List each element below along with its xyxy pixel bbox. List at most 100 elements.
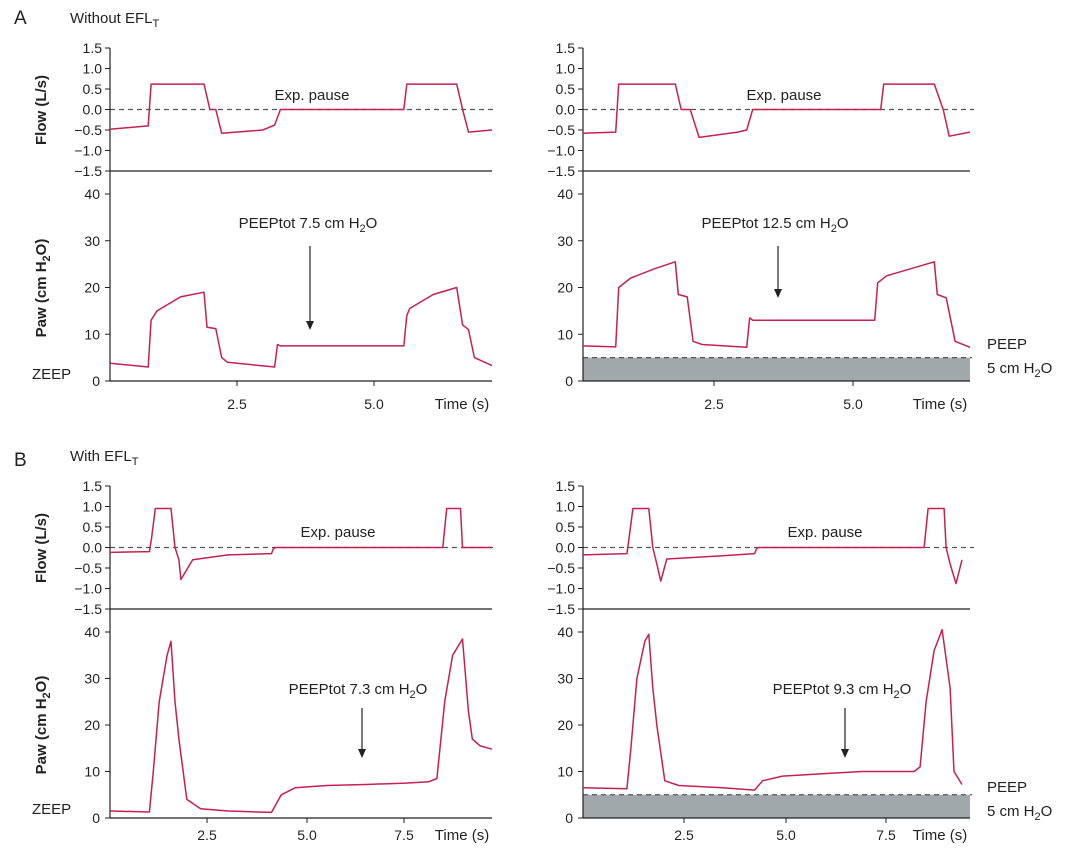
a-right-flow-tick-label: 1.0 [556, 61, 576, 77]
a-left-time-label: Time (s) [435, 396, 489, 413]
a-right-paw-tick-label: 0 [565, 373, 573, 389]
a-right-paw-tick-label: 20 [557, 280, 573, 296]
zeep-label-b: ZEEP [32, 801, 71, 818]
b-right-flow-tick-label: 1.5 [556, 478, 576, 494]
b-left-paw-series [109, 638, 493, 814]
a-right-peeptot-label: PEEPtot 12.5 cm H2O [701, 215, 848, 235]
a-left-paw-tick-label: 30 [84, 233, 100, 249]
a-right-time-label: Time (s) [913, 396, 967, 413]
chart-b-left: 1.5 1.0 0.5 0.0 −0.5 −1.0 −1.5 40 30 20 10 0 2.5 5.0 7… [74, 478, 496, 844]
b-left-x-tick-label: 5.0 [297, 827, 317, 843]
b-left-paw-tick-label: 30 [84, 671, 100, 687]
b-right-paw-series [582, 628, 963, 791]
b-right-exp-pause-label: Exp. pause [787, 524, 862, 541]
b-right-flow-tick-label: −1.0 [547, 581, 575, 597]
a-left-flow-tick-label: 0.0 [83, 102, 103, 118]
a-left-x-tick-label: 2.5 [227, 396, 247, 412]
b-left-exp-pause-label: Exp. pause [300, 524, 375, 541]
b-right-flow-series [582, 507, 963, 585]
a-left-paw-tick-label: 20 [84, 280, 100, 296]
a-right-paw-series [582, 261, 971, 349]
b-right-paw-tick-label: 10 [557, 764, 573, 780]
b-right-x-tick-label: 2.5 [674, 827, 694, 843]
b-left-peeptot-arrow-head [358, 749, 366, 758]
b-right-flow-tick-label: 1.0 [556, 499, 576, 515]
a-right-paw-tick-label: 10 [557, 326, 573, 342]
a-left-paw-tick-label: 10 [84, 326, 100, 342]
b-right-paw-tick-label: 30 [557, 671, 573, 687]
a-right-x-tick-label: 2.5 [704, 396, 724, 412]
b-left-flow-series [109, 507, 492, 581]
a-left-flow-series [109, 83, 493, 135]
b-right-flow-tick-label: 0.5 [556, 519, 576, 535]
a-left-paw-tick-label: 0 [92, 373, 100, 389]
a-left-flow-tick-label: −1.5 [74, 163, 102, 179]
b-left-paw-tick-label: 20 [84, 717, 100, 733]
peep-label-a-line1: PEEP [987, 336, 1027, 353]
b-right-peeptot-arrow-head [841, 749, 849, 758]
peep-label-b-line2: 5 cm H2O [987, 803, 1052, 823]
panel-letter-a: A [14, 8, 27, 29]
b-left-flow-tick-label: 0.0 [83, 540, 103, 556]
b-left-paw-tick-label: 10 [84, 764, 100, 780]
b-right-peeptot-label: PEEPtot 9.3 cm H2O [773, 681, 912, 701]
a-left-flow-tick-label: 0.5 [83, 81, 103, 97]
b-right-flow-tick-label: −1.5 [547, 601, 575, 617]
b-left-time-label: Time (s) [435, 827, 489, 844]
flow-ylabel-a: Flow (L/s) [33, 75, 50, 145]
b-left-flow-tick-label: 1.0 [83, 499, 103, 515]
panel-b-condition: With EFLT [70, 448, 139, 468]
b-right-paw-tick-label: 20 [557, 717, 573, 733]
a-right-x-tick-label: 5.0 [843, 396, 863, 412]
b-left-flow-tick-label: −1.0 [74, 581, 102, 597]
a-right-exp-pause-label: Exp. pause [746, 87, 821, 104]
b-left-x-tick-label: 7.5 [394, 827, 414, 843]
a-right-flow-tick-label: 0.5 [556, 81, 576, 97]
a-left-x-tick-label: 5.0 [364, 396, 384, 412]
a-right-paw-tick-label: 30 [557, 233, 573, 249]
paw-ylabel-a: Paw (cm H2O) [33, 239, 53, 338]
a-left-flow-tick-label: 1.0 [83, 61, 103, 77]
a-right-paw-tick-label: 40 [557, 186, 573, 202]
peep-label-b-line1: PEEP [987, 779, 1027, 796]
b-left-flow-tick-label: −1.5 [74, 601, 102, 617]
a-left-peeptot-label: PEEPtot 7.5 cm H2O [239, 215, 378, 235]
a-left-flow-tick-label: −1.0 [74, 143, 102, 159]
a-left-paw-series [109, 286, 493, 368]
chart-b-right: 1.5 1.0 0.5 0.0 −0.5 −1.0 −1.5 40 30 20 10 0 2.5 5.0 7… [547, 478, 974, 844]
a-right-peep-band [583, 357, 970, 381]
b-left-flow-tick-label: 1.5 [83, 478, 103, 494]
zeep-label-a: ZEEP [32, 366, 71, 383]
panel-letter-b: B [14, 450, 27, 471]
b-left-flow-tick-label: 0.5 [83, 519, 103, 535]
peep-label-a-line2: 5 cm H2O [987, 360, 1052, 380]
a-right-flow-tick-label: 1.5 [556, 40, 576, 56]
b-right-time-label: Time (s) [913, 827, 967, 844]
b-left-peeptot-label: PEEPtot 7.3 cm H2O [289, 681, 428, 701]
b-right-paw-tick-label: 0 [565, 810, 573, 826]
panel-a-condition: Without EFLT [70, 10, 160, 30]
b-right-paw-tick-label: 40 [557, 624, 573, 640]
b-left-paw-tick-label: 0 [92, 810, 100, 826]
a-left-flow-tick-label: −0.5 [74, 122, 102, 138]
paw-ylabel-b: Paw (cm H2O) [33, 676, 53, 775]
a-right-flow-tick-label: −1.0 [547, 143, 575, 159]
a-left-flow-tick-label: 1.5 [83, 40, 103, 56]
flow-ylabel-b: Flow (L/s) [33, 513, 50, 583]
a-right-peeptot-arrow-head [774, 289, 782, 298]
b-left-x-tick-label: 2.5 [197, 827, 217, 843]
a-right-flow-tick-label: −0.5 [547, 122, 575, 138]
a-right-flow-tick-label: −1.5 [547, 163, 575, 179]
b-right-x-tick-label: 5.0 [776, 827, 796, 843]
a-left-peeptot-arrow-head [306, 321, 314, 330]
chart-a-right: 1.5 1.0 0.5 0.0 −0.5 −1.0 −1.5 40 30 20 10 0 2.5 5.0 T… [547, 40, 974, 413]
a-left-paw-tick-label: 40 [84, 186, 100, 202]
a-right-flow-tick-label: 0.0 [556, 102, 576, 118]
b-left-paw-tick-label: 40 [84, 624, 100, 640]
b-right-peep-band [583, 794, 970, 818]
a-left-exp-pause-label: Exp. pause [274, 87, 349, 104]
b-right-flow-tick-label: 0.0 [556, 540, 576, 556]
b-left-flow-tick-label: −0.5 [74, 560, 102, 576]
b-right-flow-tick-label: −0.5 [547, 560, 575, 576]
